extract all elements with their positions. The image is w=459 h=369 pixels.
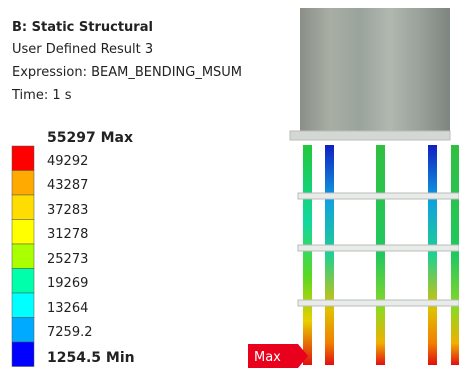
legend-swatch	[12, 195, 34, 220]
column	[428, 145, 437, 365]
legend-swatch	[12, 342, 34, 367]
legend-label: 1254.5 Min	[47, 350, 135, 366]
plate	[290, 131, 450, 140]
title: B: Static Structural	[12, 20, 153, 35]
column	[325, 145, 334, 365]
legend-swatch	[12, 220, 34, 245]
legend-label: 37283	[47, 203, 88, 219]
legend-swatch	[12, 293, 34, 318]
subtitle: User Defined Result 3	[12, 42, 153, 57]
top-block	[300, 8, 450, 132]
legend-label: 31278	[47, 227, 88, 243]
legend-swatch	[12, 318, 34, 343]
legend-label: 43287	[47, 178, 88, 194]
legend-label: 13264	[47, 301, 88, 317]
legend-swatch	[12, 146, 34, 171]
legend-swatch	[12, 269, 34, 294]
legend-label: 7259.2	[47, 325, 93, 341]
time: Time: 1 s	[12, 88, 72, 103]
column	[451, 145, 459, 365]
column	[376, 145, 385, 365]
legend-label: 49292	[47, 154, 88, 170]
legend-label: 19269	[47, 276, 88, 292]
max-tag-label: Max	[254, 350, 281, 365]
column	[303, 145, 312, 365]
legend-bar	[12, 146, 34, 367]
legend-swatch	[12, 171, 34, 196]
legend-label: 55297 Max	[47, 130, 133, 146]
legend-label: 25273	[47, 252, 88, 268]
legend-swatch	[12, 244, 34, 269]
expression: Expression: BEAM_BENDING_MSUM	[12, 65, 242, 80]
result-view: Max B: Static Structural User Defined Re…	[0, 0, 459, 369]
